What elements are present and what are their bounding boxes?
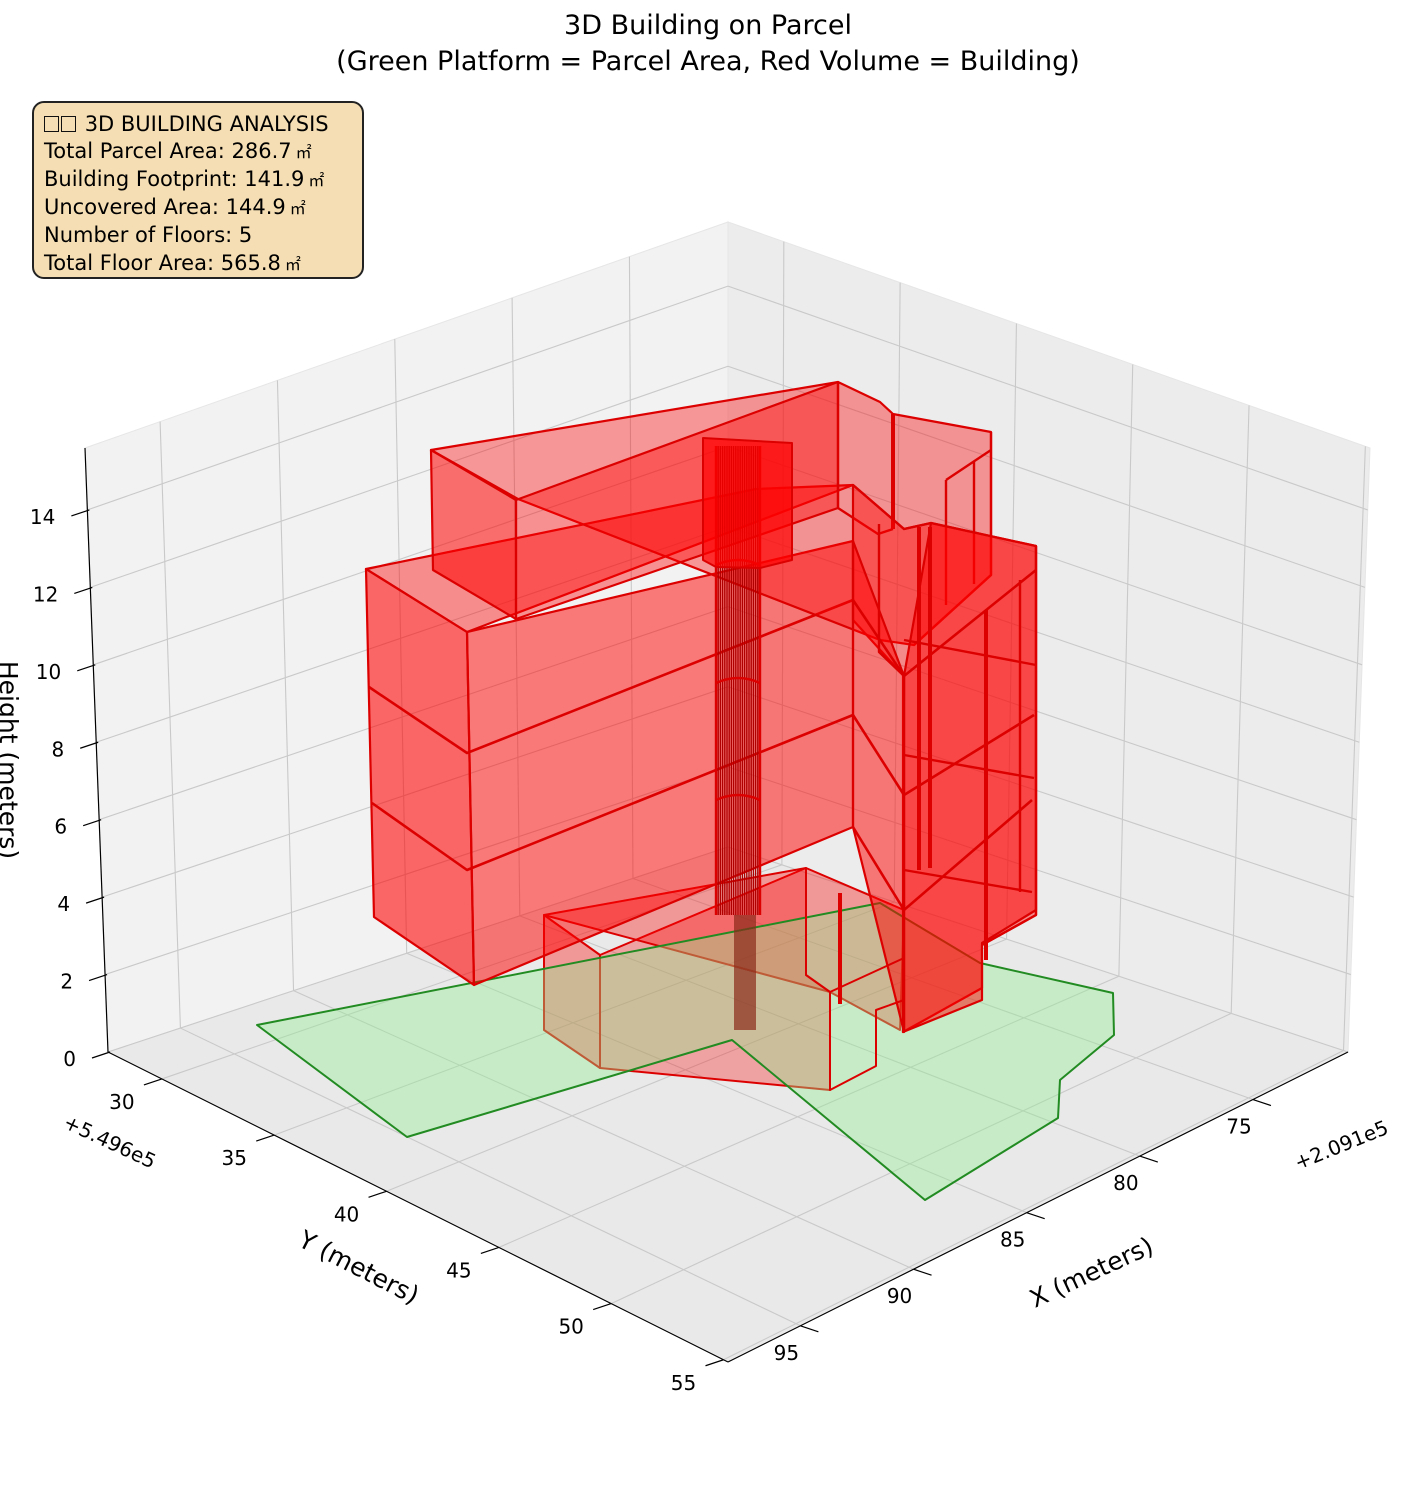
y-tick-label: 45 (446, 1258, 471, 1282)
z-tick-label: 2 (60, 970, 73, 994)
info-line-floor-area: Total Floor Area: 565.8 ㎡ (44, 251, 301, 275)
y-gridline-floor (723, 1050, 1344, 1361)
x-tick (800, 1325, 819, 1333)
info-line-uncovered: Uncovered Area: 144.9 ㎡ (44, 195, 306, 219)
z-tick (85, 896, 105, 904)
z-gridline (727, 365, 1366, 588)
z-tick (82, 819, 102, 827)
y-tick (480, 1246, 500, 1255)
edge (903, 868, 1033, 894)
z-gridline (727, 445, 1363, 666)
x-tick-label: 80 (1113, 1171, 1138, 1195)
stair-ring (715, 676, 761, 685)
edge (913, 432, 993, 646)
y-gridline-floor (610, 1012, 1232, 1305)
x-gridline-floor (632, 877, 1254, 1101)
info-heading: 3D BUILDING ANALYSIS (44, 111, 352, 138)
x-tick (1139, 1155, 1159, 1163)
x-axis-label: X (meters) (1025, 1231, 1158, 1313)
y-tick-label: 40 (334, 1202, 359, 1226)
edge (836, 382, 894, 536)
x-tick-label: 90 (887, 1284, 912, 1308)
z-tick-label: 8 (51, 737, 64, 761)
z-axis-label: Height (meters) (0, 661, 23, 859)
stair-ring (715, 793, 761, 802)
y-axis-label: Y (meters) (293, 1224, 424, 1310)
x-axis-line (727, 1051, 1349, 1363)
z-tick (80, 741, 99, 749)
z-tick-label: 4 (57, 892, 70, 916)
z-tick-label: 6 (54, 815, 67, 839)
z-gridline (87, 285, 729, 511)
z-axis-line (84, 447, 109, 1053)
info-line-parcel-area: Total Parcel Area: 286.7 ㎡ (44, 139, 312, 163)
x-tick-label: 95 (774, 1341, 799, 1365)
z-tick-label: 12 (33, 582, 58, 606)
chart-title: 3D Building on Parcel (564, 10, 852, 41)
z-tick-label: 14 (30, 505, 55, 529)
z-gridline (90, 365, 729, 588)
z-tick-label: 10 (36, 660, 61, 684)
x-gridline-wall (159, 421, 181, 1029)
y-gridline-wall (1342, 446, 1366, 1051)
edge (945, 449, 992, 481)
y-gridline-floor (498, 975, 1120, 1248)
z-tick (74, 586, 93, 594)
x-gridline-floor (180, 1027, 801, 1327)
y-gridline-wall (1230, 405, 1250, 1014)
building-icon (44, 116, 59, 132)
z-tick (71, 509, 90, 517)
y-tick (592, 1303, 612, 1311)
x-gridline-wall (276, 380, 295, 991)
z-tick (91, 1051, 111, 1059)
chart-subtitle: (Green Platform = Parcel Area, Red Volum… (336, 46, 1080, 77)
analysis-info-box: 3D BUILDING ANALYSIS Total Parcel Area: … (32, 101, 364, 279)
edge (903, 638, 1037, 667)
y-tick-label: 35 (222, 1146, 247, 1170)
y-tick-label: 55 (671, 1371, 696, 1395)
building-icon (61, 116, 76, 132)
edge (903, 753, 1035, 780)
y-gridline-wall (1118, 364, 1134, 977)
z-tick (88, 973, 108, 982)
y-offset-label: +5.496e5 (60, 1110, 160, 1174)
edge (852, 484, 932, 531)
z-tick-label: 0 (63, 1047, 76, 1071)
y-tick (705, 1359, 724, 1367)
x-tick (913, 1268, 932, 1276)
y-gridline-wall (1006, 323, 1017, 940)
x-gridline-floor (293, 990, 914, 1270)
info-line-footprint: Building Footprint: 141.9 ㎡ (44, 167, 325, 191)
y-tick-label: 50 (558, 1315, 583, 1339)
edge (805, 868, 905, 993)
y-tick-label: 30 (109, 1090, 134, 1114)
z-tick (77, 664, 96, 672)
x-tick (1026, 1212, 1045, 1220)
stair-top-block (702, 437, 793, 569)
x-gridline-floor (406, 952, 1027, 1214)
building-main-left-face (364, 567, 476, 987)
z-gridline (727, 285, 1368, 511)
z-gridline (93, 445, 729, 666)
edge (981, 546, 1038, 947)
building-geometry (256, 380, 1115, 1201)
edge (877, 524, 905, 677)
x-offset-label: +2.091e5 (1291, 1115, 1392, 1174)
y-tick (256, 1134, 275, 1142)
x-tick-label: 75 (1226, 1115, 1251, 1139)
y-tick (368, 1190, 387, 1198)
y-axis-line (107, 1051, 729, 1363)
info-line-floors: Number of Floors: 5 (44, 223, 253, 247)
y-tick (143, 1078, 163, 1086)
info-heading-text: 3D BUILDING ANALYSIS (84, 112, 329, 136)
x-tick (1252, 1098, 1272, 1107)
z-gridline (727, 846, 1349, 1053)
edge (829, 992, 905, 1091)
y-gridline-floor (274, 901, 895, 1136)
axes (71, 447, 1349, 1367)
x-tick-label: 85 (1000, 1228, 1025, 1252)
